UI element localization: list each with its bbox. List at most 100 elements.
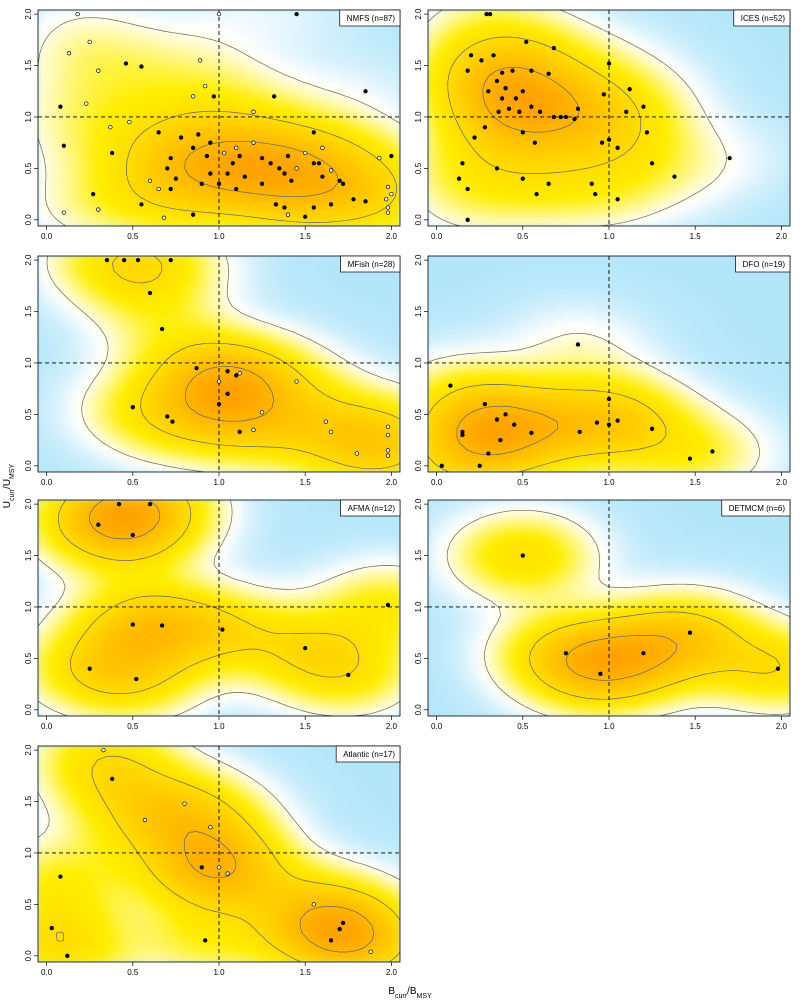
density-cell: [67, 131, 77, 141]
density-cell: [450, 363, 459, 372]
density-cell: [120, 67, 129, 76]
density-cell: [97, 464, 107, 472]
density-cell: [457, 363, 467, 372]
density-cell: [774, 218, 783, 226]
density-cell: [361, 167, 371, 177]
density-cell: [487, 203, 497, 213]
density-cell: [52, 117, 62, 126]
density-cell: [354, 38, 363, 47]
density-cell: [525, 131, 535, 141]
density-cell: [465, 370, 474, 379]
density-cell: [578, 218, 587, 226]
density-cell: [52, 269, 62, 279]
density-cell: [774, 88, 783, 97]
density-cell: [150, 67, 160, 76]
density-cell: [75, 131, 84, 141]
density-cell: [67, 182, 77, 191]
density-cell: [699, 67, 708, 76]
density-cell: [495, 16, 504, 25]
density-cell: [533, 167, 542, 177]
density-cell: [676, 74, 685, 83]
density-cell: [608, 182, 618, 191]
density-cell: [271, 189, 280, 198]
density-cell: [699, 59, 708, 69]
density-cell: [128, 256, 137, 264]
density-cell: [548, 175, 557, 184]
density-cell: [593, 81, 602, 90]
density-cell: [97, 103, 107, 112]
density-cell: [391, 449, 400, 459]
density-cell: [502, 74, 512, 83]
density-cell: [361, 363, 371, 372]
density-cell: [195, 160, 205, 169]
point: [294, 11, 299, 17]
density-cell: [555, 153, 565, 162]
density-cell: [316, 211, 326, 220]
density-cell: [173, 189, 182, 198]
density-cell: [256, 131, 265, 141]
density-cell: [248, 320, 258, 329]
density-cell: [82, 327, 92, 336]
density-cell: [256, 175, 265, 184]
density-cell: [293, 284, 303, 293]
density-cell: [593, 10, 602, 18]
density-cell: [563, 52, 572, 61]
point: [216, 11, 222, 17]
panel: 0.0 0.5 1.0 1.5 2.00.00.51.01.52.0 DFO (n=19): [414, 254, 791, 487]
density-cell: [331, 428, 341, 437]
density-cell: [112, 413, 122, 423]
density-cell: [450, 406, 459, 415]
density-cell: [699, 74, 708, 83]
density-cell: [271, 218, 280, 226]
density-cell: [45, 305, 54, 315]
density-cell: [278, 327, 288, 336]
density-cell: [278, 52, 288, 61]
density-cell: [233, 305, 243, 315]
density-cell: [487, 464, 497, 472]
density-cell: [540, 153, 550, 162]
density-cell: [195, 189, 205, 198]
point: [294, 166, 299, 171]
density-cell: [97, 435, 107, 444]
density-cell: [384, 298, 393, 307]
density-cell: [173, 356, 182, 365]
density-cell: [638, 81, 648, 90]
density-cell: [435, 16, 444, 25]
density-cell: [729, 167, 738, 177]
density-cell: [435, 392, 444, 401]
density-cell: [376, 131, 386, 141]
density-cell: [135, 203, 145, 213]
density-cell: [578, 81, 587, 90]
density-cell: [533, 16, 542, 25]
density-cell: [180, 291, 190, 300]
density-cell: [233, 320, 243, 329]
density-cell: [518, 377, 527, 387]
density-cell: [495, 218, 504, 226]
density-cell: [518, 313, 527, 322]
density-cell: [759, 74, 768, 83]
density-cell: [346, 428, 356, 437]
density-cell: [361, 320, 371, 329]
density-cell: [472, 313, 482, 322]
density-cell: [75, 256, 84, 264]
density-cell: [736, 203, 746, 213]
density-cell: [442, 370, 452, 379]
density-cell: [518, 189, 527, 198]
density-cell: [600, 95, 610, 105]
density-cell: [226, 363, 235, 372]
density-cell: [105, 320, 114, 329]
density-cell: [195, 103, 205, 112]
density-cell: [600, 31, 610, 40]
density-cell: [278, 363, 288, 372]
density-cell: [346, 153, 356, 162]
density-cell: [563, 88, 572, 97]
density-cell: [180, 363, 190, 372]
density-cell: [346, 131, 356, 141]
density-cell: [495, 59, 504, 69]
density-cell: [616, 95, 625, 105]
density-cell: [38, 23, 47, 33]
density-cell: [105, 160, 114, 169]
density-cell: [518, 256, 527, 264]
density-cell: [631, 218, 640, 226]
density-cell: [173, 16, 182, 25]
